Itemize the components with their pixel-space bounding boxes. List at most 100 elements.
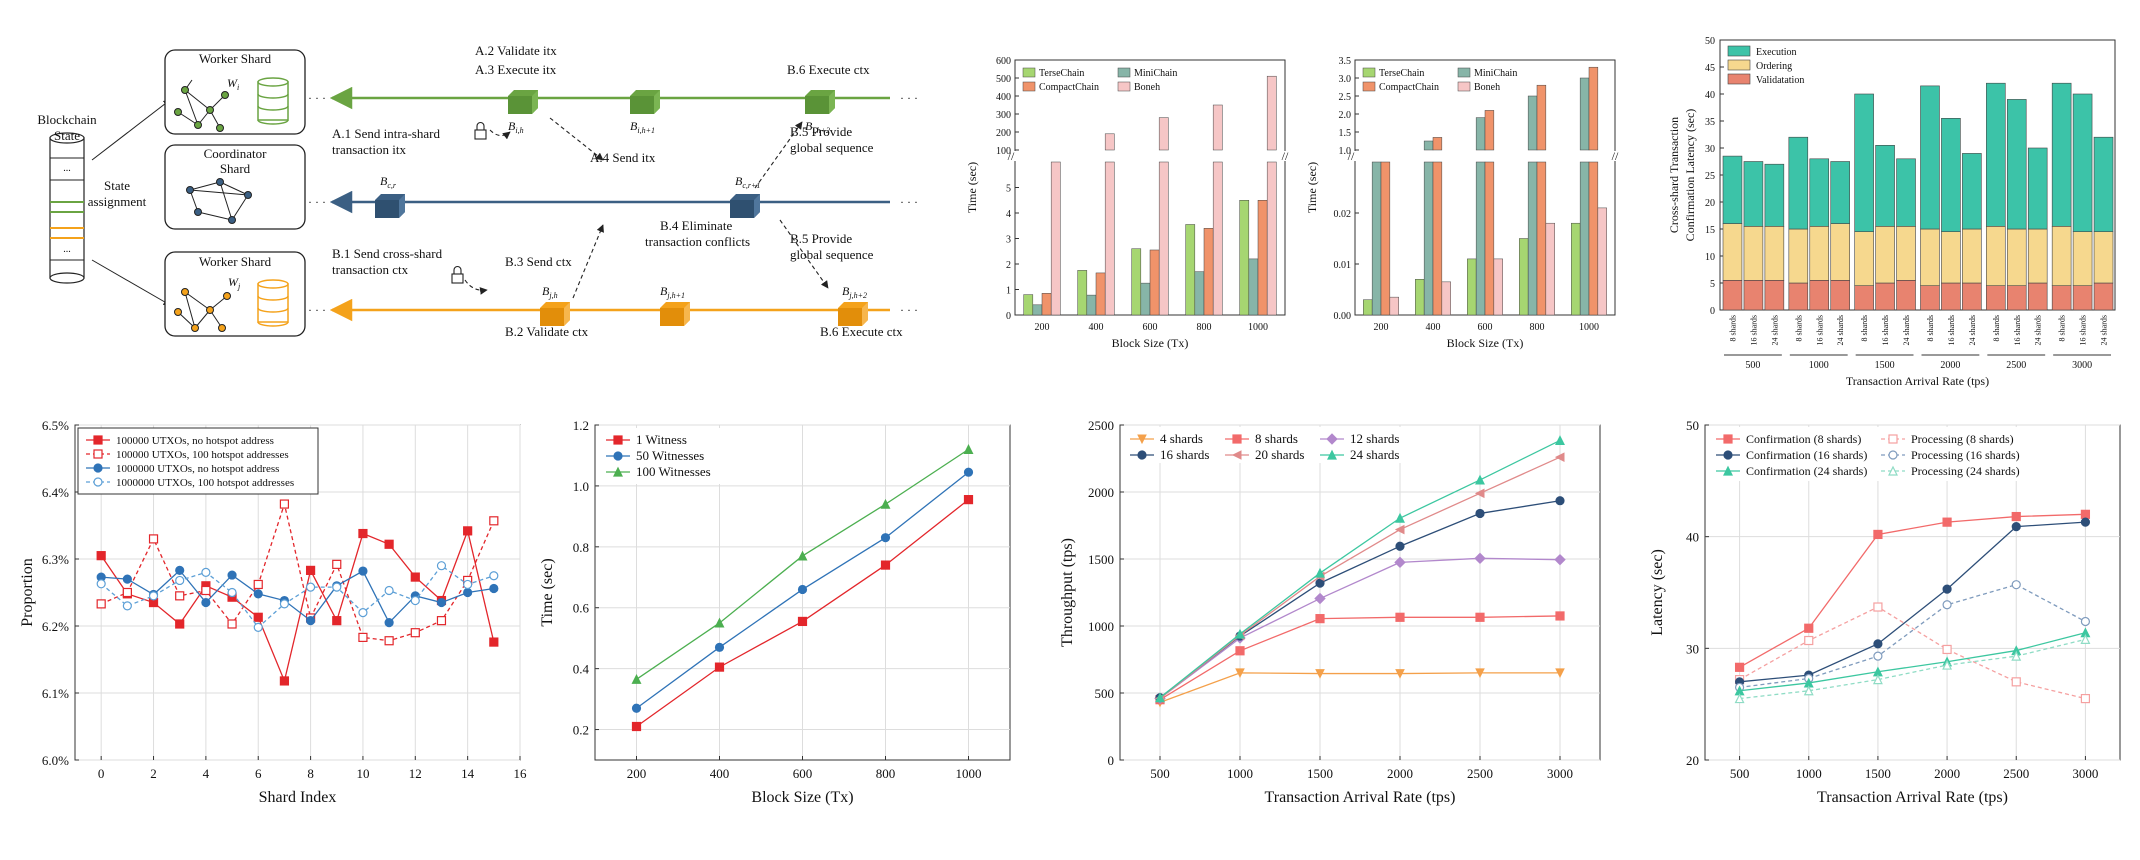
worker-shard-j-box: Worker Shard W j xyxy=(164,251,306,337)
data-point xyxy=(122,574,132,584)
x-sub-label: 8 shards xyxy=(1860,315,1869,341)
x-axis-label: Block Size (Tx) xyxy=(1112,336,1189,350)
x-tick-label: 400 xyxy=(710,766,730,781)
x-tick-label: 10 xyxy=(356,766,369,781)
data-point xyxy=(1723,465,1733,476)
data-point xyxy=(201,567,211,577)
data-point xyxy=(1231,450,1242,460)
svg-text:j: j xyxy=(237,282,241,291)
legend-label: TerseChain xyxy=(1379,68,1424,79)
data-point xyxy=(797,584,808,595)
legend-label: 100000 UTXOs, no hotspot address xyxy=(116,435,274,447)
y-axis-label: Time (sec) xyxy=(965,162,979,213)
legend-item: 1 Witness xyxy=(606,432,687,447)
x-axis-label: Transaction Arrival Rate (tps) xyxy=(1846,374,1989,388)
data-point xyxy=(2080,693,2091,704)
x-tick-label: 16 xyxy=(514,766,528,781)
data-point xyxy=(305,565,316,575)
svg-text:Bj,h+1: Bj,h+1 xyxy=(660,284,685,300)
x-sub-label: 24 shards xyxy=(1770,315,1779,345)
legend-item: Processing (8 shards) xyxy=(1881,432,2014,446)
legend-item: Confirmation (24 shards) xyxy=(1716,464,1867,478)
step-b3: B.3 Send ctx xyxy=(505,254,572,269)
bar xyxy=(1527,161,1538,316)
series-line xyxy=(1739,521,2086,683)
x-tick-label: 1000 xyxy=(1227,766,1253,781)
legend-label: Ordering xyxy=(1756,61,1792,72)
x-tick-label: 3000 xyxy=(2072,766,2098,781)
data-point xyxy=(201,585,211,596)
legend-item: Processing (16 shards) xyxy=(1881,448,2020,462)
y-tick-label: 100 xyxy=(996,146,1011,157)
dashed-arrow xyxy=(549,117,604,161)
data-point xyxy=(1723,434,1733,444)
x-tick-label: 8 xyxy=(307,766,314,781)
series-1000000-utxos-100-hotspot-addresses xyxy=(96,561,499,632)
x-sub-label: 16 shards xyxy=(2079,315,2088,345)
y-axis-label: Proportion xyxy=(19,558,36,626)
data-point xyxy=(1475,668,1485,679)
y-tick-label: 0 xyxy=(1710,306,1715,317)
x-group-label: 3000 xyxy=(2072,360,2092,371)
bar xyxy=(1239,200,1250,316)
data-point xyxy=(1554,452,1565,462)
data-point xyxy=(384,539,394,549)
stacked-bar xyxy=(1962,228,1982,284)
y-axis-label: Time (sec) xyxy=(1305,162,1319,213)
data-point xyxy=(358,528,368,539)
legend-item: Confirmation (16 shards) xyxy=(1716,448,1867,462)
stacked-bar xyxy=(1743,161,1764,227)
x-sub-label: 24 shards xyxy=(1968,315,1977,345)
stacked-bar xyxy=(1920,85,1940,230)
network-graph-icon xyxy=(174,79,229,132)
data-point xyxy=(1803,685,1814,696)
data-point xyxy=(714,642,725,652)
data-point xyxy=(253,612,263,622)
legend-item: 20 shards xyxy=(1225,447,1304,462)
stacked-bar xyxy=(1764,280,1785,311)
bar xyxy=(1041,293,1052,316)
y-tick-label: 15 xyxy=(1705,225,1715,236)
x-sub-label: 24 shards xyxy=(2100,315,2109,345)
y-tick-label: 5 xyxy=(1006,184,1011,195)
data-point xyxy=(880,498,891,509)
x-tick-label: 14 xyxy=(461,766,475,781)
data-point xyxy=(1873,639,1883,649)
x-tick-label: 1000 xyxy=(956,766,982,781)
y-axis-label: Latency (sec) xyxy=(1649,549,1666,636)
step-b5b: B.5 Provide global sequence xyxy=(790,231,874,262)
data-point xyxy=(631,673,642,684)
x-sub-label: 8 shards xyxy=(1992,315,2001,341)
step-b4: B.4 Eliminate transaction conflicts xyxy=(645,218,750,249)
bar xyxy=(1149,249,1160,316)
series-processing-24-shards- xyxy=(1734,634,2091,704)
data-point xyxy=(1554,553,1566,566)
series-24-shards xyxy=(1155,435,1565,703)
svg-text:Bc,r+1: Bc,r+1 xyxy=(735,174,760,190)
data-point xyxy=(2011,522,2021,532)
legend-label: 100000 UTXOs, 100 hotspot addresses xyxy=(116,449,289,461)
data-point xyxy=(358,566,368,576)
stacked-bar xyxy=(2006,228,2027,287)
bar xyxy=(1597,207,1607,316)
y-tick-label: 2000 xyxy=(1088,485,1114,500)
x-sub-label: 16 shards xyxy=(1815,315,1824,345)
stacked-bar xyxy=(1875,145,1895,227)
legend-label: 1000000 UTXOs, 100 hotspot addresses xyxy=(116,477,294,489)
plot-frame xyxy=(1119,424,1601,761)
data-point xyxy=(2011,580,2021,590)
bar xyxy=(1095,272,1106,316)
axis-break-mark: // xyxy=(1008,149,1015,163)
x-sub-label: 24 shards xyxy=(1902,315,1911,345)
y-tick-label: 3.0 xyxy=(1339,74,1352,85)
data-point xyxy=(1873,529,1883,540)
bar xyxy=(1519,238,1529,316)
series-1-witness xyxy=(631,495,974,732)
y-tick-label: 0.2 xyxy=(573,723,589,738)
x-sub-label: 16 shards xyxy=(1881,315,1890,345)
data-point xyxy=(880,533,891,543)
bar xyxy=(1050,161,1061,316)
line-chart-latency: 20 30 40 50 500 1000 1500 2000 2500 3000 Transacti… xyxy=(1649,418,2121,806)
axis-break-mark: // xyxy=(1348,149,1355,163)
